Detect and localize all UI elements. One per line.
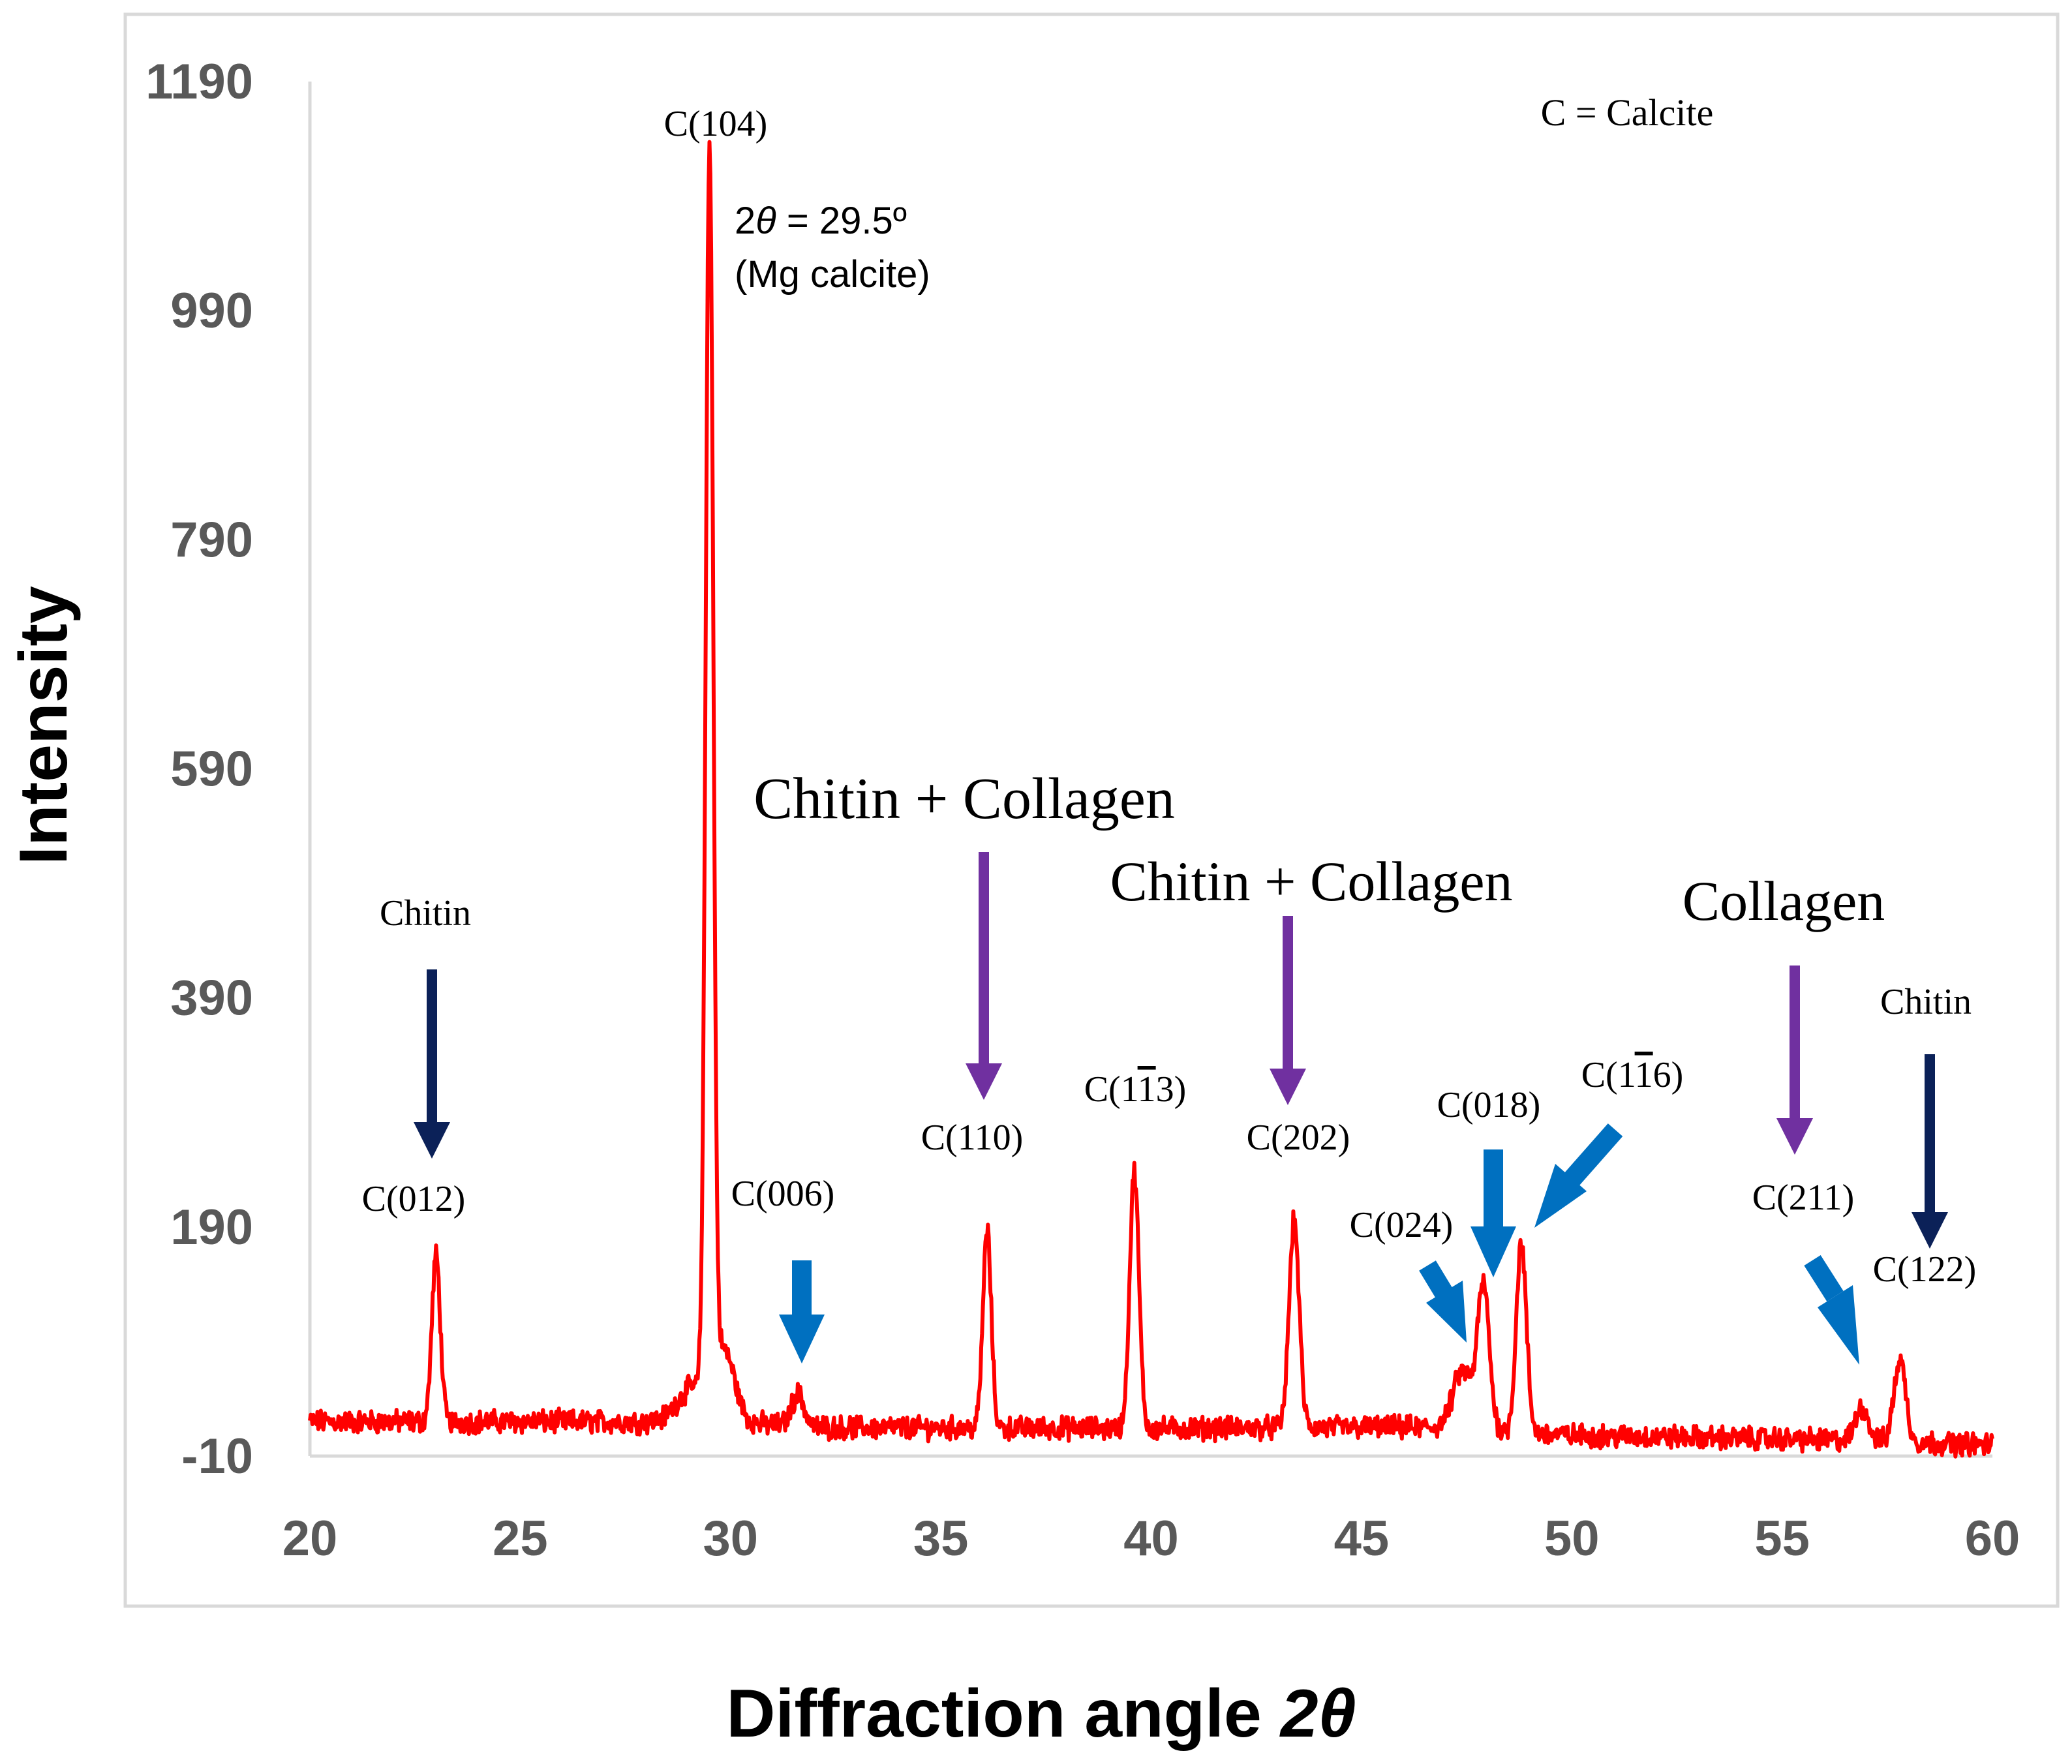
x-tick-label: 20 [282,1511,338,1566]
arrow-chitin-left [414,969,450,1159]
annotation-mg-line2: (Mg calcite) [735,253,930,296]
arrow-chitin-right [1912,1054,1948,1249]
arrow-chitin-collagen-1 [966,852,1002,1100]
annotation-chitin-collagen-1: Chitin + Collagen [754,767,1175,831]
arrows [414,852,1948,1365]
annotation-c012: C(012) [362,1179,466,1219]
x-axis-title: Diffraction angle 2θ [726,1676,1356,1752]
arrow-c211 [1804,1255,1859,1365]
annotation-chitin-left: Chitin [380,893,471,934]
y-tick-label: 990 [170,283,253,339]
annotation-c113: C(113) [1084,1069,1187,1110]
annotation-c122: C(122) [1873,1249,1977,1290]
annotation-mg-line1: 2θ = 29.5º [735,200,907,242]
annotation-chitin-collagen-2: Chitin + Collagen [1110,850,1512,913]
annotation-c018: C(018) [1437,1085,1541,1125]
y-tick-label: -10 [181,1429,253,1484]
annotation-c006: C(006) [731,1174,835,1214]
x-tick-labels: 20 25 30 35 40 45 50 55 60 [282,1511,2020,1566]
annotations: C = Calcite C(104) 2θ = 29.5º (Mg calcit… [362,91,1977,1290]
arrow-c116 [1534,1123,1623,1228]
x-tick-label: 40 [1123,1511,1179,1566]
y-tick-label: 590 [170,742,253,797]
annotation-c110: C(110) [921,1118,1024,1158]
annotation-legend-note: C = Calcite [1541,91,1714,134]
annotation-chitin-right: Chitin [1880,982,1972,1022]
arrow-c024 [1419,1260,1467,1343]
annotation-c116: C(116) [1581,1055,1684,1095]
arrow-c006 [779,1260,825,1363]
x-tick-label: 60 [1965,1511,2020,1566]
x-tick-label: 50 [1544,1511,1600,1566]
annotation-c202: C(202) [1247,1118,1350,1158]
annotation-collagen: Collagen [1683,870,1885,932]
y-axis-title: Intensity [6,586,82,865]
y-tick-label: 390 [170,971,253,1026]
x-tick-label: 35 [913,1511,969,1566]
annotation-c104: C(104) [664,104,768,144]
annotation-c211: C(211) [1752,1178,1855,1218]
y-tick-label: 1190 [145,54,253,110]
series-line-xrd [308,140,1994,1459]
y-tick-labels: -10 190 390 590 790 990 1190 [145,54,253,1484]
arrow-collagen [1776,966,1813,1155]
annotation-c024: C(024) [1350,1205,1454,1245]
y-tick-label: 790 [170,512,253,568]
arrow-c018 [1470,1149,1516,1277]
x-tick-label: 55 [1754,1511,1810,1566]
chart-frame [123,12,2060,1608]
x-tick-label: 45 [1334,1511,1390,1566]
arrow-chitin-collagen-2 [1270,916,1306,1105]
x-tick-label: 25 [493,1511,548,1566]
y-tick-label: 190 [170,1200,253,1255]
x-tick-label: 30 [703,1511,758,1566]
